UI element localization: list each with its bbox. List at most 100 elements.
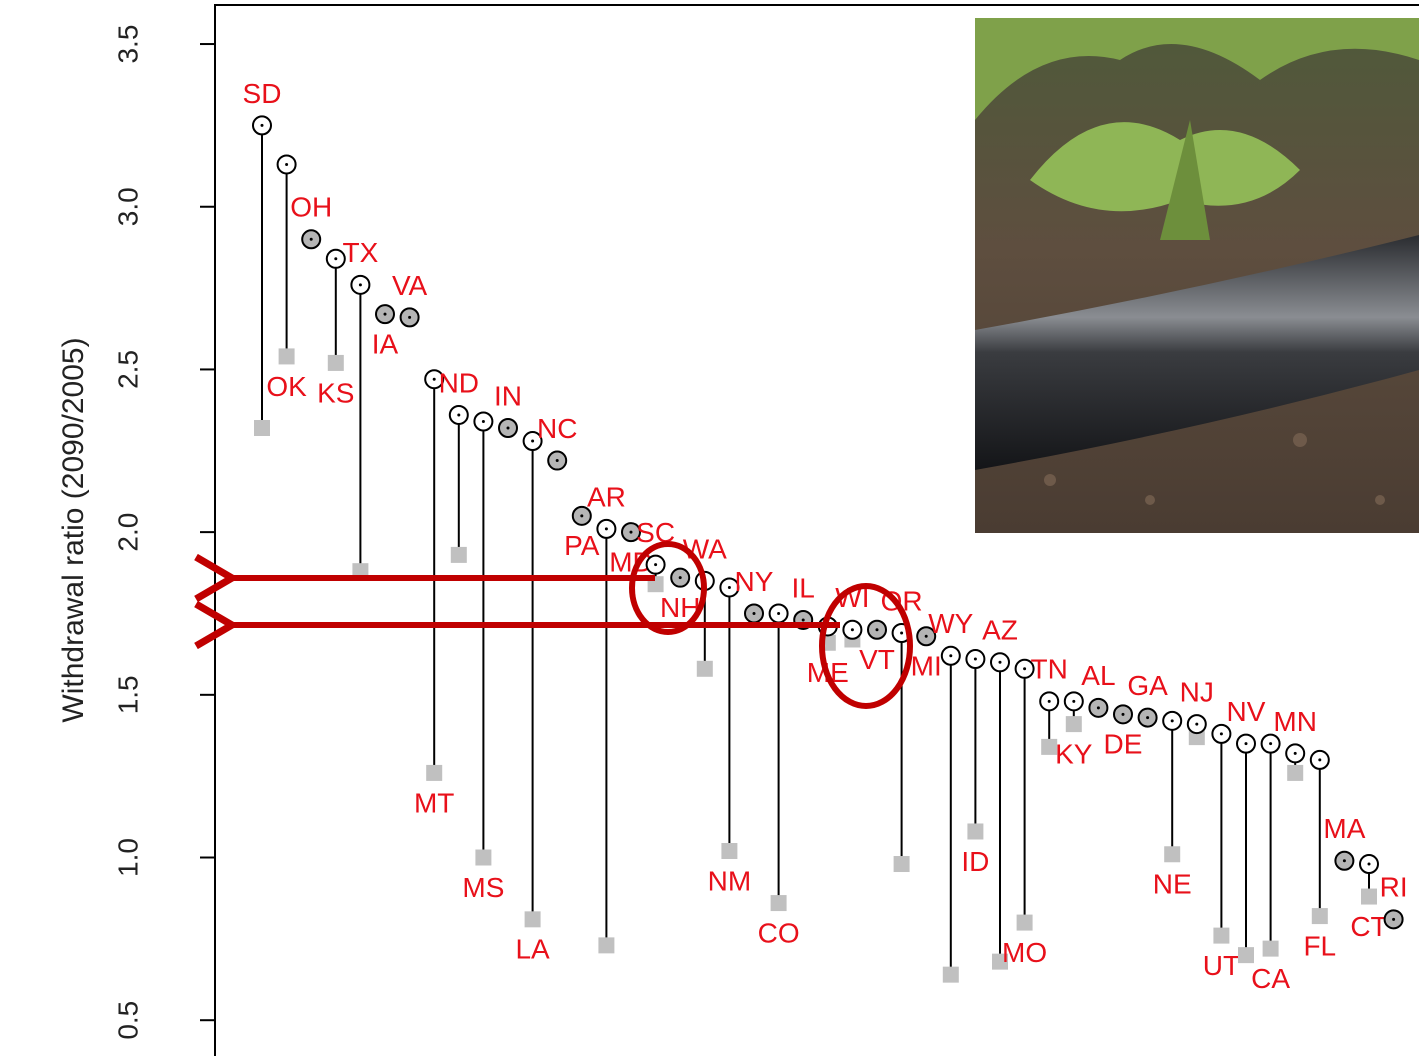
- circle-center: [1146, 716, 1149, 719]
- circle-center: [1220, 732, 1223, 735]
- state-label: NM: [708, 865, 752, 896]
- y-tick-label: 1.0: [112, 838, 143, 877]
- state-label: TX: [343, 237, 379, 268]
- circle-center: [261, 124, 264, 127]
- circle-center: [1023, 667, 1026, 670]
- circle-center: [974, 658, 977, 661]
- state-label: NJ: [1180, 676, 1214, 707]
- circle-center: [679, 576, 682, 579]
- state-label: MN: [1273, 706, 1317, 737]
- circle-center: [1245, 742, 1248, 745]
- circle-center: [630, 531, 633, 534]
- state-label: IA: [372, 329, 399, 360]
- state-label: MO: [1002, 937, 1047, 968]
- state-label: NC: [537, 413, 577, 444]
- circle-center: [999, 661, 1002, 664]
- state-label: SD: [243, 78, 282, 109]
- state-label: AL: [1081, 660, 1115, 691]
- circle-center: [1343, 859, 1346, 862]
- circle-center: [1318, 758, 1321, 761]
- circle-center: [310, 238, 313, 241]
- square-marker: [967, 823, 983, 839]
- state-label: OH: [290, 192, 332, 223]
- y-tick-label: 1.5: [112, 675, 143, 714]
- square-marker: [1263, 941, 1279, 957]
- square-marker: [771, 895, 787, 911]
- state-label: FL: [1303, 930, 1336, 961]
- circle-center: [728, 586, 731, 589]
- circle-center: [334, 257, 337, 260]
- state-label: VA: [392, 270, 428, 301]
- circle-center: [1269, 742, 1272, 745]
- state-label: OK: [266, 371, 307, 402]
- y-tick-label: 3.0: [112, 187, 143, 226]
- y-axis-title: Withdrawal ratio (2090/2005): [57, 337, 90, 722]
- state-label: IL: [792, 572, 815, 603]
- square-marker: [598, 937, 614, 953]
- circle-center: [777, 612, 780, 615]
- square-marker: [1017, 915, 1033, 931]
- state-label: LA: [515, 934, 550, 965]
- y-tick-label: 3.5: [112, 25, 143, 64]
- circle-center: [1072, 700, 1075, 703]
- circle-center: [1368, 863, 1371, 866]
- state-label: AR: [587, 481, 626, 512]
- square-marker: [525, 911, 541, 927]
- square-marker: [1287, 765, 1303, 781]
- square-marker: [328, 355, 344, 371]
- square-marker: [426, 765, 442, 781]
- circle-center: [949, 654, 952, 657]
- square-marker: [279, 348, 295, 364]
- square-marker: [943, 967, 959, 983]
- square-marker: [1238, 947, 1254, 963]
- circle-center: [433, 378, 436, 381]
- state-label: CT: [1350, 911, 1387, 942]
- circle-center: [556, 459, 559, 462]
- state-label: NY: [735, 566, 774, 597]
- square-marker: [1361, 889, 1377, 905]
- state-label: KY: [1055, 738, 1093, 769]
- chart: Withdrawal ratio (2090/2005) 0.51.01.52.…: [0, 0, 1419, 1056]
- state-label: ND: [439, 367, 479, 398]
- circle-center: [359, 283, 362, 286]
- state-label: AZ: [982, 615, 1018, 646]
- square-marker: [1213, 928, 1229, 944]
- circle-center: [408, 316, 411, 319]
- state-label: CO: [758, 917, 800, 948]
- state-label: TN: [1031, 654, 1068, 685]
- state-label: DE: [1104, 729, 1143, 760]
- state-label: PA: [564, 530, 600, 561]
- photo-inset: [975, 18, 1419, 533]
- circle-center: [482, 420, 485, 423]
- state-label: MI: [911, 651, 942, 682]
- page: {"chart_data": { "type": "dot-range", "y…: [0, 0, 1419, 1056]
- state-label: CA: [1251, 963, 1290, 994]
- circle-center: [1048, 700, 1051, 703]
- state-label: MS: [462, 872, 504, 903]
- y-tick-label: 2.0: [112, 513, 143, 552]
- square-marker: [1164, 846, 1180, 862]
- circle-center: [1122, 713, 1125, 716]
- y-tick-label: 2.5: [112, 350, 143, 389]
- circle-center: [1392, 918, 1395, 921]
- state-label: VT: [859, 644, 895, 675]
- circle-center: [1294, 752, 1297, 755]
- square-marker: [697, 661, 713, 677]
- circle-center: [285, 163, 288, 166]
- circle-center: [531, 440, 534, 443]
- circle-center: [876, 628, 879, 631]
- square-marker: [254, 420, 270, 436]
- circle-center: [1097, 706, 1100, 709]
- circle-center: [654, 563, 657, 566]
- circle-center: [580, 514, 583, 517]
- circle-center: [605, 527, 608, 530]
- square-marker: [1066, 716, 1082, 732]
- state-label: NV: [1227, 696, 1266, 727]
- circle-center: [384, 313, 387, 316]
- state-label: NE: [1153, 869, 1192, 900]
- circle-center: [507, 427, 510, 430]
- state-label: RI: [1380, 872, 1408, 903]
- state-label: IN: [494, 380, 522, 411]
- circle-center: [802, 618, 805, 621]
- state-label: MT: [414, 787, 454, 818]
